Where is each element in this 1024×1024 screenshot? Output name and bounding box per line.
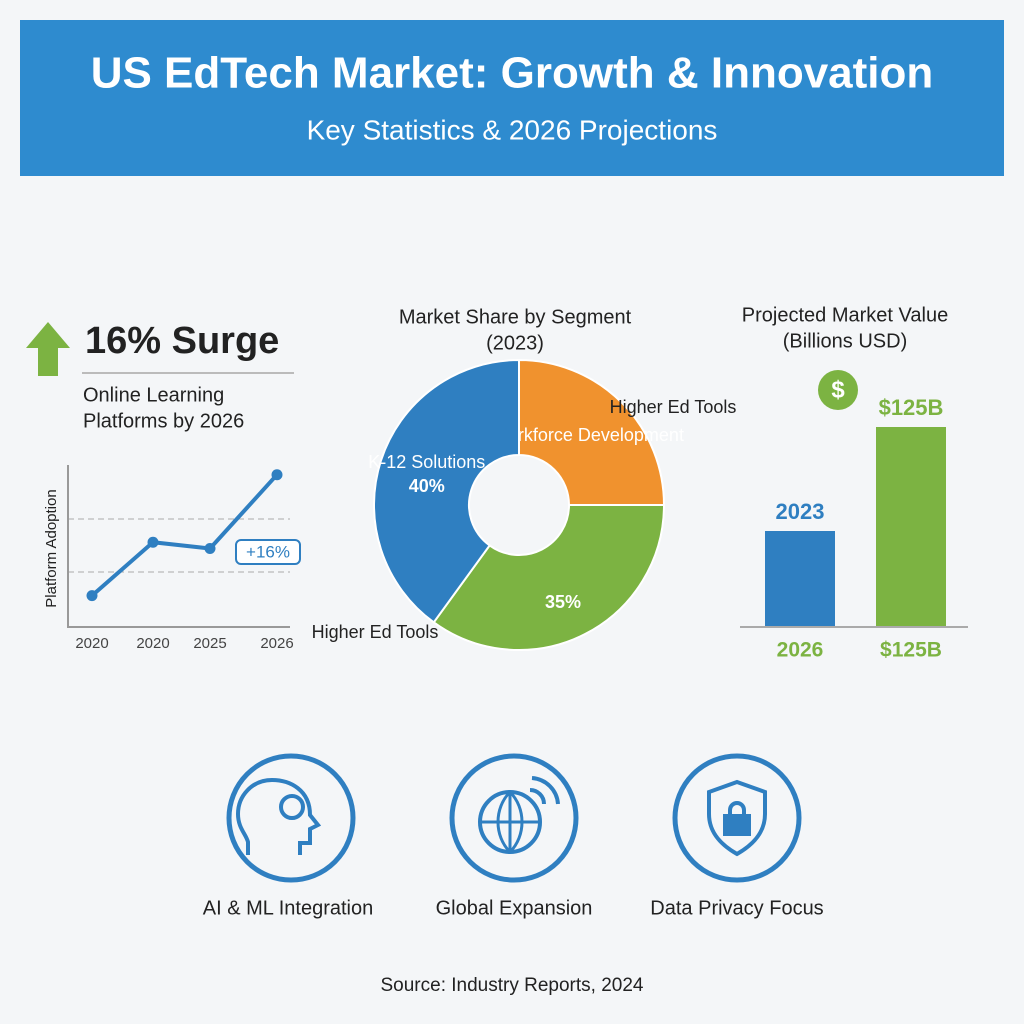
source: Source: Industry Reports, 2024 — [381, 975, 644, 996]
feature-label: AI & ML Integration — [203, 897, 373, 919]
pie-slice — [432, 504, 666, 651]
slice-label: Workforce Development — [491, 425, 684, 445]
x-tick-label: 2020 — [136, 635, 169, 652]
slice-value: 40% — [409, 476, 445, 496]
x-tick-label: 2026 — [777, 639, 824, 662]
gear-icon — [279, 794, 305, 820]
point — [86, 590, 98, 602]
caption: Online Learning — [83, 384, 224, 406]
bar-title: Projected Market Value — [742, 304, 948, 326]
point — [271, 469, 283, 481]
icon-ring — [449, 753, 579, 883]
icons — [226, 753, 802, 883]
point — [204, 543, 216, 554]
feature-label: Global Expansion — [436, 897, 593, 919]
header-banner — [20, 20, 1004, 176]
icon-ring — [226, 753, 356, 883]
x-tick-label: 2020 — [75, 635, 108, 652]
line — [90, 473, 279, 598]
pie-title: Market Share by Segment — [399, 306, 632, 328]
bar-subtitle: (Billions USD) — [783, 330, 907, 352]
x-tick-label: 2026 — [260, 635, 293, 652]
pie-subtitle: (2023) — [486, 332, 544, 354]
lock-shackle — [728, 801, 746, 816]
icon-ring — [672, 753, 802, 883]
caption: Platforms by 2026 — [83, 410, 244, 432]
slice-value: 35% — [545, 592, 581, 612]
bar — [876, 427, 946, 627]
up-arrow — [26, 322, 70, 376]
annotation-box — [235, 539, 301, 565]
shield-icon — [707, 779, 767, 857]
globe-lines — [480, 790, 540, 854]
subtitle: Key Statistics & 2026 Projections — [307, 114, 718, 145]
annotation: Higher Ed Tools — [610, 397, 737, 417]
slice-label: K-12 Solutions — [368, 452, 485, 472]
dollar-icon — [818, 370, 858, 410]
head-icon — [235, 777, 322, 855]
annotation: +16% — [246, 542, 290, 561]
headline: 16% Surge — [85, 320, 279, 362]
bar-top-label: 2023 — [776, 499, 825, 524]
signal-icon — [529, 776, 560, 805]
bar — [765, 531, 835, 627]
x-tick-label: $125B — [880, 639, 942, 662]
axis — [67, 465, 290, 628]
bar-top-label: $125B — [879, 395, 944, 420]
pie-slice — [373, 358, 520, 624]
dollar-sign: $ — [831, 376, 845, 403]
feature-label: Data Privacy Focus — [650, 897, 823, 919]
x-tick-label: 2025 — [193, 635, 226, 652]
lock-icon — [723, 814, 751, 836]
y-axis-label: Platform Adoption — [43, 489, 60, 607]
outer-label: Higher Ed Tools — [312, 622, 439, 642]
pie-slice — [518, 358, 666, 506]
title: US EdTech Market: Growth & Innovation — [91, 49, 934, 98]
point — [147, 536, 159, 548]
